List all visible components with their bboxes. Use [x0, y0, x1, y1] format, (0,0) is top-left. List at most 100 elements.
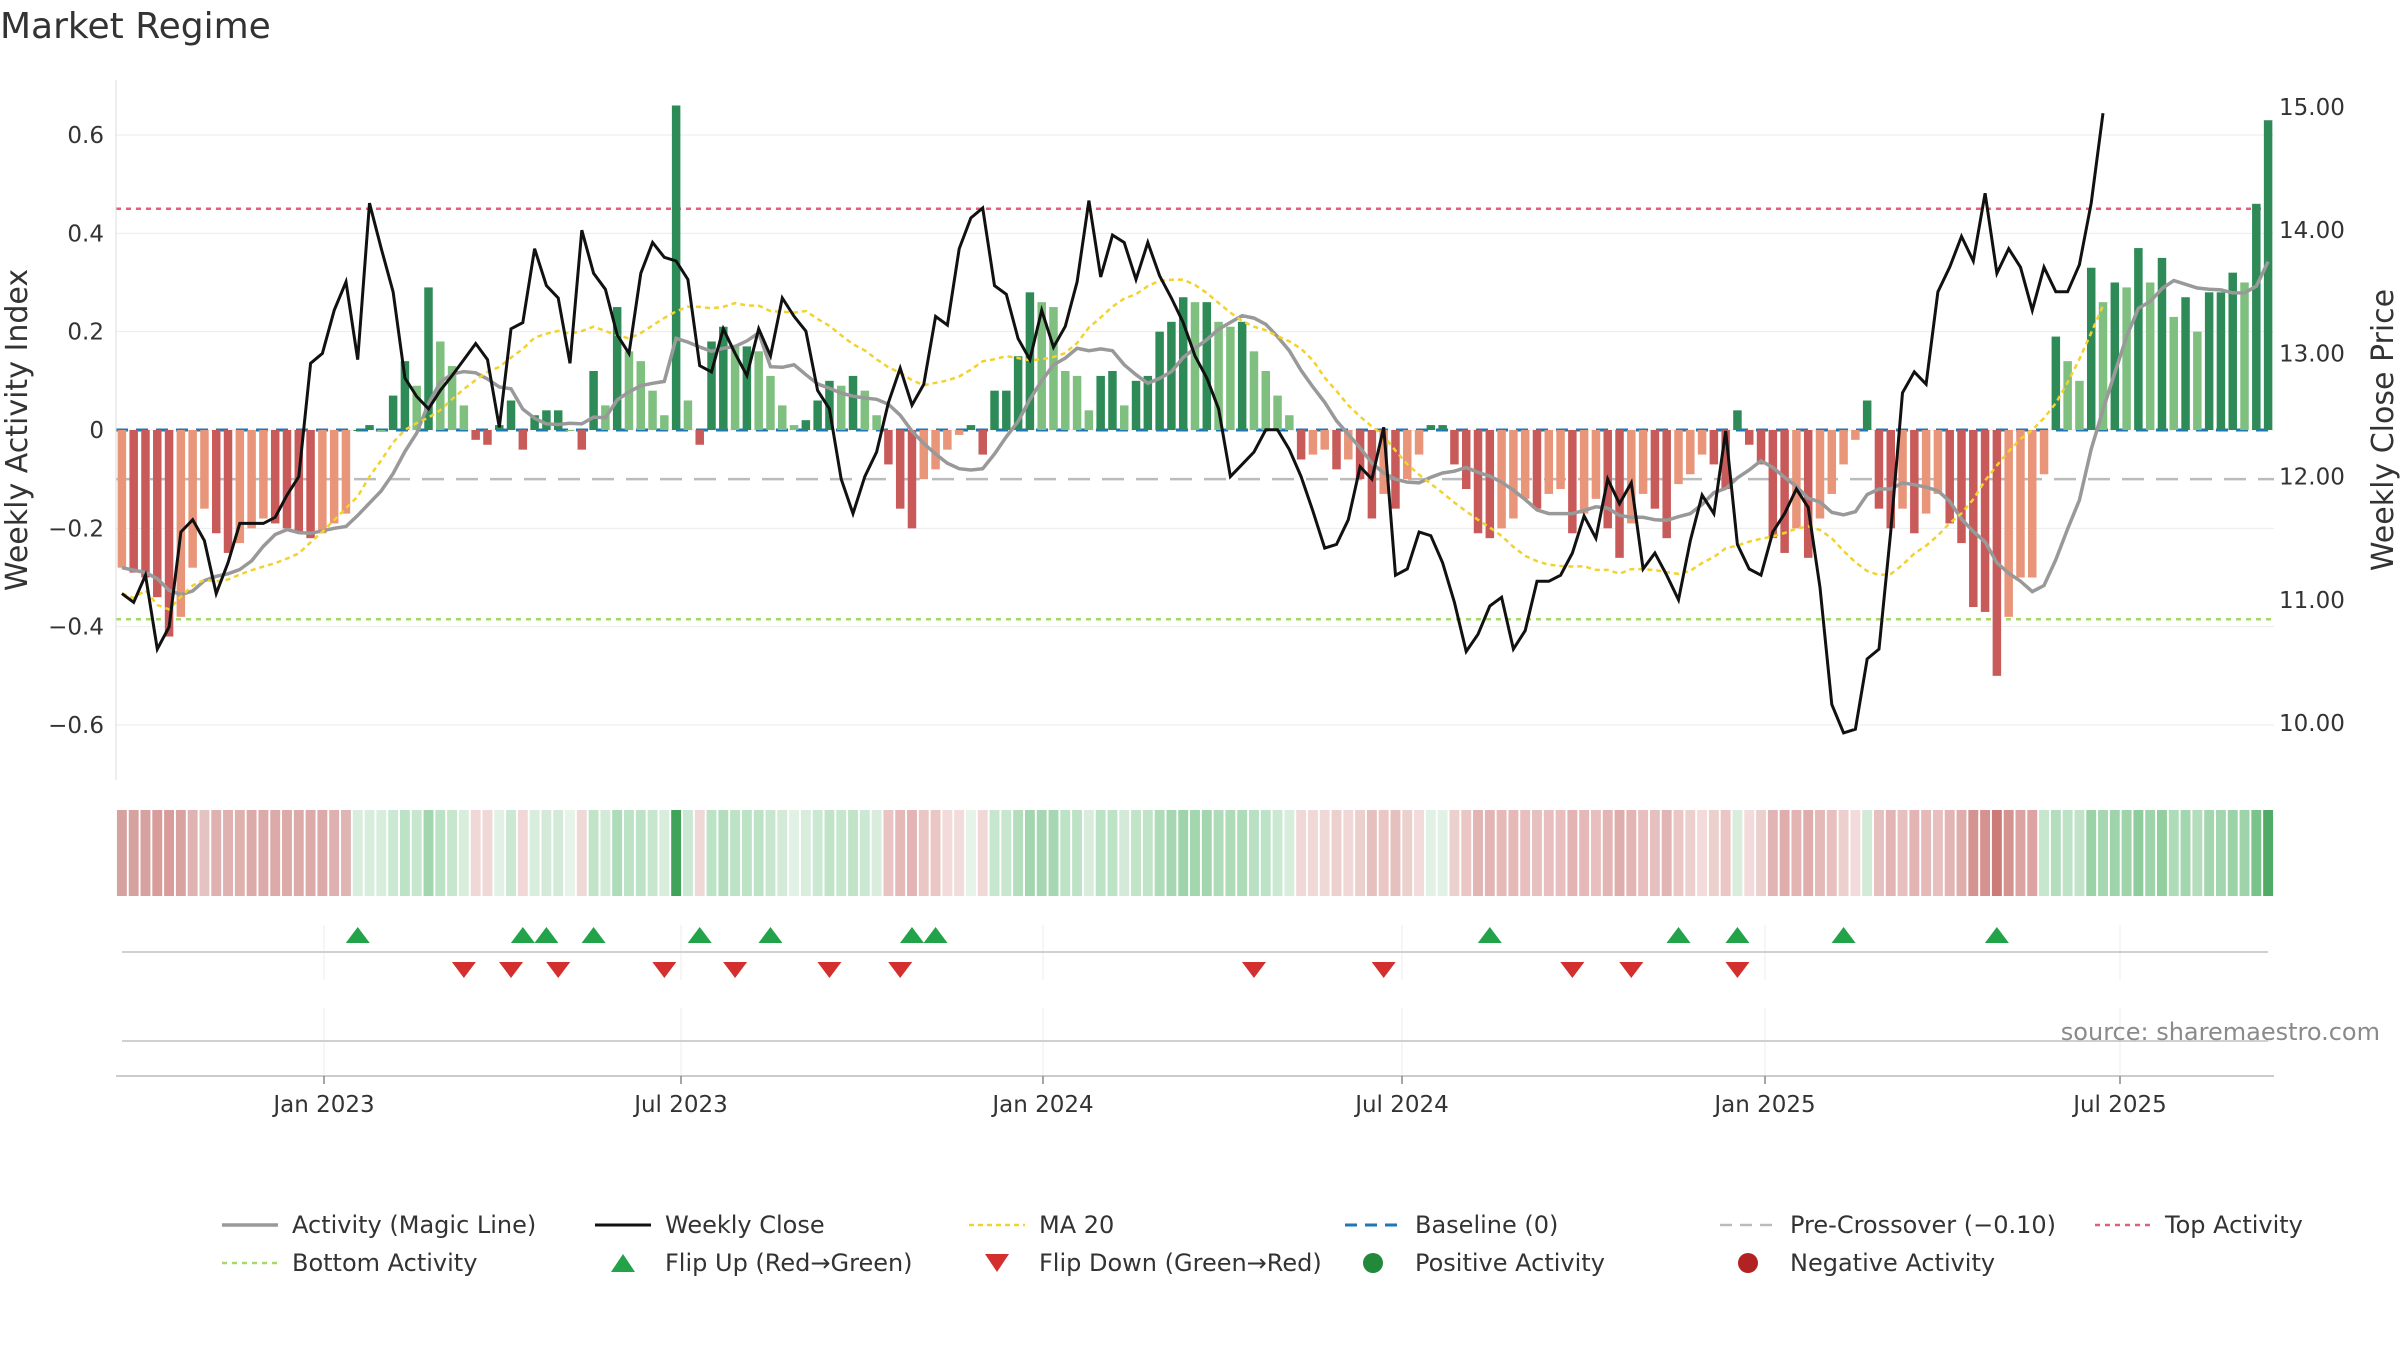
activity-bar: [412, 385, 421, 430]
regime-cell: [340, 810, 351, 896]
regime-cell: [612, 810, 623, 896]
source-text: source: sharemaestro.com: [2061, 1018, 2380, 1046]
activity-bar: [1037, 302, 1046, 430]
activity-bar: [1733, 410, 1742, 430]
regime-cell: [1272, 810, 1283, 896]
flip-markers: [122, 925, 2268, 1075]
activity-bar: [648, 390, 657, 430]
activity-bar: [2181, 297, 2190, 430]
regime-cell: [588, 810, 599, 896]
regime-cell: [1897, 810, 1908, 896]
activity-bar: [2134, 248, 2143, 430]
regime-cell: [1862, 810, 1873, 896]
legend-swatch: [1738, 1253, 1758, 1273]
x-tick-label: Jul 2025: [2071, 1092, 2167, 1118]
y-tick-label: −0.4: [48, 615, 104, 641]
regime-cell: [423, 810, 434, 896]
activity-bar: [907, 430, 917, 529]
legend-swatch: [611, 1254, 635, 1272]
regime-cell: [989, 810, 1000, 896]
activity-bar: [1768, 430, 1778, 539]
activity-bar: [766, 375, 775, 430]
regime-cell: [682, 810, 693, 896]
regime-cell: [777, 810, 788, 896]
regime-cell: [1343, 810, 1354, 896]
regime-cell: [1024, 810, 1035, 896]
regime-cell: [1590, 810, 1601, 896]
regime-cell: [482, 810, 493, 896]
flip-up-marker: [1477, 927, 1502, 943]
legend-label: Negative Activity: [1790, 1249, 1995, 1277]
activity-bar: [141, 430, 150, 578]
flip-up-marker: [687, 927, 712, 943]
regime-cell: [907, 810, 917, 896]
regime-cell: [2180, 810, 2191, 896]
x-axis: Jan 2023 Jul 2023 Jan 2024 Jul 2024 Jan 2025…: [116, 1075, 2274, 1118]
regime-cell: [2015, 810, 2026, 896]
regime-cell: [258, 810, 269, 896]
regime-cell: [305, 810, 316, 896]
regime-cell: [1874, 810, 1884, 896]
flip-down-marker: [451, 962, 476, 978]
activity-bar: [247, 430, 256, 529]
activity-bar: [471, 430, 480, 440]
activity-bar: [506, 400, 516, 430]
regime-cell: [1260, 810, 1271, 896]
activity-bar: [294, 430, 304, 534]
regime-cell: [1649, 810, 1660, 896]
regime-cell: [812, 810, 823, 896]
activity-bar: [1650, 430, 1660, 509]
flip-up-marker: [1725, 927, 1750, 943]
regime-cell: [282, 810, 292, 896]
y2-tick-label: 12.00: [2279, 465, 2345, 491]
regime-cell: [411, 810, 422, 896]
regime-cell: [2168, 810, 2179, 896]
activity-bar: [1709, 430, 1719, 465]
y2-tick-label: 15.00: [2279, 95, 2345, 121]
activity-bar: [341, 430, 351, 514]
regime-cell: [1614, 810, 1625, 896]
regime-cell: [553, 810, 564, 896]
y2-tick-label: 14.00: [2279, 218, 2345, 244]
regime-cell: [2027, 810, 2038, 896]
regime-cell: [1190, 810, 1200, 896]
activity-bar: [1108, 370, 1117, 430]
activity-bar: [188, 430, 197, 568]
regime-cell: [1461, 810, 1472, 896]
activity-bar: [1202, 302, 1212, 430]
regime-cell: [211, 810, 222, 896]
y-axis-label: Weekly Activity Index: [0, 269, 35, 591]
activity-magic-line: [121, 260, 2270, 597]
flip-down-marker: [723, 962, 748, 978]
regime-cell: [1520, 810, 1531, 896]
regime-cell: [977, 810, 988, 896]
activity-bar: [2204, 292, 2214, 430]
activity-bar: [589, 370, 598, 430]
regime-cell: [600, 810, 611, 896]
regime-cell: [2109, 810, 2120, 896]
activity-bar: [943, 430, 952, 450]
activity-bar: [671, 105, 681, 430]
regime-cell: [1744, 810, 1755, 896]
legend-label: Pre-Crossover (−0.10): [1790, 1211, 2056, 1239]
activity-bar: [1969, 430, 1978, 608]
regime-cell: [352, 810, 363, 896]
activity-bar: [235, 430, 245, 544]
activity-bar: [1992, 430, 2002, 676]
regime-cell: [1803, 810, 1814, 896]
regime-cell: [2074, 810, 2085, 896]
regime-cell: [1921, 810, 1932, 896]
activity-bar: [365, 425, 374, 430]
regime-cell: [1449, 810, 1460, 896]
regime-cell: [930, 810, 941, 896]
regime-cell: [765, 810, 776, 896]
legend-swatch: [1363, 1253, 1383, 1273]
legend-item: Flip Up (Red→Green): [611, 1249, 913, 1277]
activity-bar: [1061, 370, 1070, 430]
axes: 0.6 0.4 0.2 0 −0.2 −0.4 −0.6 15.00 14.00 13.00 12.…: [48, 80, 2345, 780]
regime-cell: [1968, 810, 1979, 896]
activity-bar: [1273, 395, 1282, 430]
x-tick-label: Jan 2023: [271, 1092, 374, 1118]
activity-bar: [553, 410, 563, 430]
regime-cell: [1473, 810, 1483, 896]
